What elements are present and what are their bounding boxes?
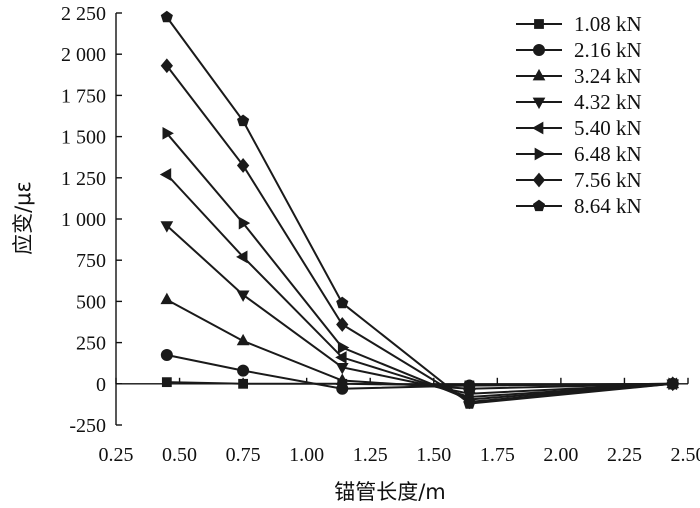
- y-tick-label: 750: [76, 250, 106, 272]
- data-point: [161, 377, 172, 388]
- legend-marker: [533, 44, 545, 56]
- x-tick-label: 0.75: [226, 444, 261, 466]
- data-point: [238, 216, 251, 230]
- data-point: [160, 58, 173, 74]
- legend-label: 4.32 kN: [574, 90, 642, 114]
- legend-label: 8.64 kN: [574, 194, 642, 218]
- legend-marker: [532, 199, 546, 212]
- y-tick-label: 500: [76, 291, 106, 313]
- x-axis-title: 锚管长度/m: [334, 480, 446, 504]
- y-tick-label: 2 000: [61, 44, 106, 66]
- legend-marker: [532, 68, 546, 81]
- x-tick-label: 1.75: [480, 444, 515, 466]
- data-point: [336, 296, 349, 309]
- data-point: [236, 250, 248, 264]
- legend-item: 3.24 kN: [516, 64, 642, 88]
- x-tick-label: 1.00: [289, 444, 324, 466]
- x-tick-label: 2.50: [671, 444, 700, 466]
- data-point: [336, 317, 349, 332]
- data-point: [337, 341, 350, 354]
- legend-label: 3.24 kN: [574, 64, 642, 88]
- y-tick-label: 1 500: [61, 127, 106, 149]
- axes: -250 0 250 500 750 1 000 1 250 1 500 1 750 2 000 2…: [61, 3, 700, 466]
- data-point: [160, 221, 174, 233]
- legend-item: 4.32 kN: [516, 90, 642, 114]
- legend-item: 8.64 kN: [516, 194, 642, 218]
- x-tick-label: 2.25: [607, 444, 642, 466]
- legend-item: 1.08 kN: [516, 12, 642, 36]
- x-tick-label: 1.25: [353, 444, 388, 466]
- data-point: [335, 351, 347, 364]
- y-tick-label: 1 000: [61, 209, 106, 231]
- data-point: [666, 377, 679, 389]
- y-axis-title: 应变/με: [11, 181, 35, 255]
- data-point: [336, 382, 349, 395]
- data-point: [159, 168, 172, 181]
- data-point: [335, 362, 349, 375]
- data-point: [237, 364, 250, 377]
- legend-marker: [532, 97, 546, 110]
- x-tick-label: 2.00: [543, 444, 578, 466]
- series-8-64-kn: [160, 10, 679, 409]
- legend-marker: [531, 121, 544, 135]
- x-tick-label: 0.50: [162, 444, 197, 466]
- y-tick-label: -250: [69, 415, 106, 437]
- legend-label: 1.08 kN: [574, 12, 642, 36]
- series-3-24-kn: [160, 292, 680, 394]
- series-layer: [159, 10, 680, 410]
- legend-item: 5.40 kN: [516, 116, 642, 140]
- y-tick-label: 2 250: [61, 3, 106, 25]
- data-point: [463, 397, 476, 409]
- legend: 1.08 kN2.16 kN3.24 kN4.32 kN5.40 kN6.48 …: [516, 12, 642, 218]
- y-tick-label: 0: [96, 374, 106, 396]
- data-point: [236, 290, 250, 302]
- data-point: [160, 10, 173, 23]
- legend-marker: [534, 19, 544, 29]
- data-point: [236, 333, 250, 346]
- x-tick-label: 0.25: [99, 444, 134, 466]
- legend-marker: [532, 172, 546, 188]
- data-point: [237, 114, 250, 127]
- data-point: [335, 373, 349, 385]
- data-point: [160, 292, 174, 305]
- y-tick-label: 250: [76, 333, 106, 355]
- legend-item: 7.56 kN: [516, 168, 642, 192]
- y-tick-label: 1 250: [61, 168, 106, 190]
- legend-label: 7.56 kN: [574, 168, 642, 192]
- y-tick-label: 1 750: [61, 85, 106, 107]
- legend-item: 2.16 kN: [516, 38, 642, 62]
- data-point: [162, 126, 174, 140]
- data-point: [236, 158, 250, 173]
- legend-label: 5.40 kN: [574, 116, 642, 140]
- legend-marker: [534, 147, 547, 161]
- x-tick-label: 1.50: [416, 444, 451, 466]
- legend-item: 6.48 kN: [516, 142, 642, 166]
- data-point: [238, 378, 249, 389]
- data-point: [160, 348, 173, 361]
- legend-label: 2.16 kN: [574, 38, 642, 62]
- legend-label: 6.48 kN: [574, 142, 642, 166]
